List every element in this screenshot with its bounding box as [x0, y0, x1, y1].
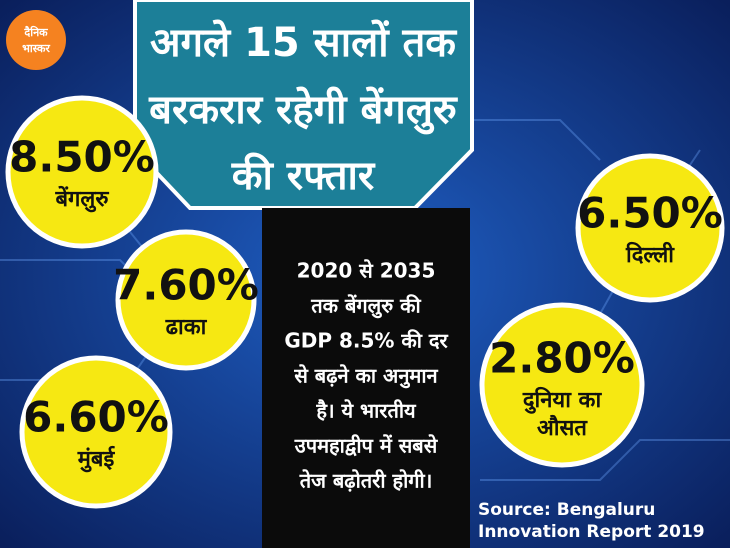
logo [6, 10, 66, 70]
stat-value: 6.60% [23, 393, 169, 442]
body-line: है। ये भारतीय [315, 399, 417, 423]
stat-circle [5, 95, 159, 249]
title-line: बरकरार रहेगी बेंगलुरु [148, 86, 458, 135]
stat-label: दुनिया का [522, 386, 603, 414]
stat-value: 2.80% [489, 334, 635, 383]
stat-label: बेंगलुरु [54, 185, 109, 213]
source: Innovation Report 2019 [478, 522, 705, 542]
source: Source: Bengaluru [478, 500, 655, 520]
body-line: 2020 से 2035 [297, 259, 436, 283]
body-line: से बढ़ने का अनुमान [293, 364, 438, 389]
stat-circles: 8.50% बेंगलुरु 7.60% ढाका 6.60% मुंबई 6.50% दिल… [5, 95, 725, 509]
stat-value: 8.50% [9, 133, 155, 182]
stat-value: 6.50% [577, 189, 723, 238]
body-line: उपमहाद्वीप में सबसे [294, 434, 439, 458]
stat-circle [575, 153, 725, 303]
body-line: तक बेंगलुरु की [310, 294, 421, 319]
stat-label: औसत [537, 414, 588, 441]
stat-label: ढाका [165, 315, 208, 340]
stat-circle [479, 302, 645, 468]
body-line: तेज बढ़ोतरी होगी। [299, 469, 433, 493]
text-box [262, 208, 470, 548]
logo-text: दैनिक [23, 25, 48, 39]
stat-value: 7.60% [113, 261, 259, 310]
stat-circle [19, 355, 173, 509]
stat-label: मुंबई [77, 445, 116, 473]
title-line: अगले 15 सालों तक [150, 19, 457, 66]
stat-circle [115, 229, 257, 371]
logo-text: भास्कर [22, 42, 50, 55]
title-line: की रफ्तार [231, 152, 376, 199]
body-line: GDP 8.5% की दर [284, 329, 448, 353]
stat-label: दिल्ली [625, 241, 675, 268]
